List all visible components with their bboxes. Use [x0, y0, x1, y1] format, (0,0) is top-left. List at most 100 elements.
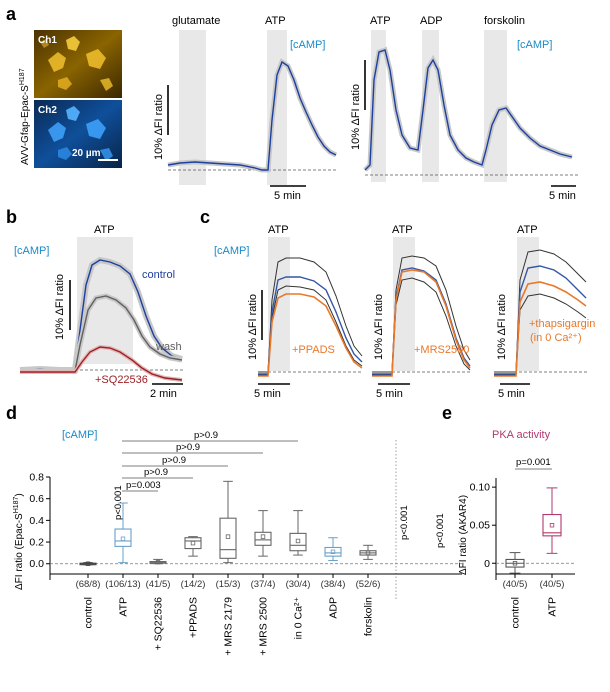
trace-sq22536	[20, 346, 183, 381]
trace-line	[167, 60, 337, 171]
panel-a: AVV-Gfap-Epac-SH187 Ch1 Ch2 20 µm	[19, 15, 580, 202]
mean-marker	[85, 561, 91, 566]
y-scale-label: 10% ΔFI ratio	[496, 294, 508, 360]
count-label: (52/6)	[356, 579, 381, 590]
y-scale-label: 10% ΔFI ratio	[54, 274, 66, 340]
trace-wash	[20, 295, 183, 372]
micrograph-ch2: Ch2 20 µm	[34, 100, 122, 168]
trace-line	[364, 49, 573, 171]
count-label: (15/3)	[216, 579, 241, 590]
series-label-control: control	[142, 269, 175, 281]
subpanel-thapsigargin: ATP 10% ΔFI ratio +thapsigargin (in 0 Ca…	[494, 224, 595, 400]
panel-e-title: PKA activity	[492, 429, 551, 441]
condition-label: +thapsigargin	[529, 318, 595, 330]
y-tick-label: 0.10	[470, 482, 491, 494]
count-label: (41/5)	[146, 579, 171, 590]
y-scale-label: 10% ΔFI ratio	[373, 294, 385, 360]
comparison-label: p>0.9	[176, 442, 200, 453]
condition-sublabel: (in 0 Ca²⁺)	[530, 332, 582, 344]
vertical-pvalue: p<0.001	[435, 513, 446, 548]
y-tick-label: 0.6	[29, 493, 44, 505]
mean-marker	[549, 522, 555, 528]
count-label: (106/13)	[105, 579, 140, 590]
box	[184, 537, 202, 550]
stim-label: glutamate	[172, 15, 220, 27]
count-label: (68/8)	[76, 579, 101, 590]
subpanel-ppads: ATP 10% ΔFI ratio +PPADS 5 min	[247, 224, 363, 400]
signal-label: [cAMP]	[517, 39, 552, 51]
count-label: (38/4)	[321, 579, 346, 590]
subpanel-mrs2500: ATP 10% ΔFI ratio +MRS2500 5 min	[372, 224, 471, 400]
panel-letter-b: b	[6, 207, 17, 227]
y-axis-label: ΔFI ratio (AKAR4)	[458, 495, 469, 575]
comparison-label: p>0.9	[162, 455, 186, 466]
panel-letter-c: c	[200, 207, 210, 227]
time-scale-label: 5 min	[549, 190, 576, 202]
mean-marker	[330, 549, 336, 555]
y-scale-label: 10% ΔFI ratio	[350, 84, 362, 150]
box	[289, 532, 307, 552]
time-scale-label: 5 min	[254, 388, 281, 400]
y-tick-label: 0.05	[470, 520, 491, 532]
mean-marker	[190, 540, 196, 546]
count-label: (40/5)	[503, 579, 528, 590]
category-label: ATP	[118, 597, 130, 617]
stim-label: ATP	[265, 15, 286, 27]
box	[542, 513, 562, 537]
category-label: +PPADS	[188, 597, 200, 638]
ch2-label: Ch2	[38, 105, 57, 116]
comparison-label: p>0.9	[144, 467, 168, 478]
category-label: + MRS 2500	[258, 597, 270, 656]
micro-scale-label: 20 µm	[72, 148, 101, 159]
trace-a1: glutamate ATP [cAMP] 10% ΔFI ratio 5 min	[153, 15, 338, 202]
time-scale-label: 5 min	[274, 190, 301, 202]
y-scale-label: 10% ΔFI ratio	[153, 94, 165, 160]
mean-marker	[225, 534, 231, 539]
y-tick-label: 0.4	[29, 515, 44, 527]
condition-label: +MRS2500	[414, 344, 469, 356]
stim-label: ATP	[370, 15, 391, 27]
y-axis-label: ΔFI ratio (Epac-SH187)	[13, 493, 25, 590]
time-scale-label: 5 min	[498, 388, 525, 400]
count-label: (37/4)	[251, 579, 276, 590]
box-chart-e: 0 0.05 0.10 (40/5) control (40/5) ATP	[470, 478, 575, 629]
category-label: + MRS 2179	[223, 597, 235, 656]
mean-marker	[120, 536, 126, 541]
construct-label: AVV-Gfap-Epac-SH187	[19, 68, 31, 165]
panel-c: [cAMP] ATP 10% ΔFI ratio +PPADS 5 min AT…	[214, 224, 595, 400]
signal-label: [cAMP]	[14, 245, 49, 257]
category-label: forskolin	[363, 597, 375, 636]
category-label: + SQ22536	[153, 597, 165, 651]
condition-label: +PPADS	[292, 344, 335, 356]
category-label: control	[510, 597, 522, 629]
panel-d: [cAMP] ΔFI ratio (Epac-SH187) p>0.9 p>0.…	[13, 429, 462, 656]
stim-label: forskolin	[484, 15, 525, 27]
category-label: ADP	[328, 597, 340, 619]
y-tick-label: 0.2	[29, 537, 44, 549]
signal-label: [cAMP]	[214, 245, 249, 257]
panel-b: ATP [cAMP] 10% ΔFI ratio control wash +S…	[14, 224, 185, 400]
category-label: ATP	[547, 597, 559, 617]
signal-label: [cAMP]	[290, 39, 325, 51]
count-label: (30/4)	[286, 579, 311, 590]
mean-marker	[512, 561, 518, 566]
panel-e: PKA activity ΔFI ratio (AKAR4) p=0.001 0…	[458, 429, 575, 629]
category-label: control	[83, 597, 95, 629]
vertical-pvalue: p<0.001	[399, 505, 410, 540]
mean-marker	[365, 550, 371, 556]
y-tick-label: 0	[484, 558, 490, 570]
comparison-brackets: p>0.9 p>0.9 p>0.9 p>0.9 p=0.003 p<0.001 …	[113, 430, 446, 548]
box	[114, 528, 132, 547]
comparison-label: p>0.9	[194, 430, 218, 441]
y-tick-label: 0.0	[29, 558, 44, 570]
panel-letter-d: d	[6, 403, 17, 423]
comparison-label: p=0.003	[126, 480, 161, 491]
category-label: in 0 Ca²⁺	[293, 597, 305, 640]
box	[324, 546, 342, 557]
signal-label: [cAMP]	[62, 429, 97, 441]
y-tick-label: 0.8	[29, 472, 44, 484]
series-label-wash: wash	[155, 341, 182, 353]
stim-label: ADP	[420, 15, 443, 27]
micrograph-ch1: Ch1	[34, 30, 122, 98]
